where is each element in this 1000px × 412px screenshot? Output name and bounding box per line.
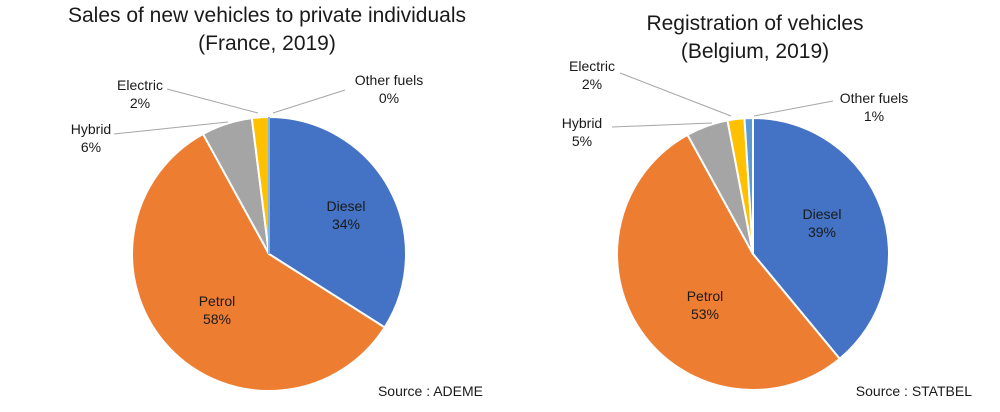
pie-belgium <box>616 117 890 391</box>
pie-slice-petrol <box>131 132 386 392</box>
pie-slice-other-fuels <box>743 117 754 255</box>
leader-line-france-other-fuels <box>272 89 346 114</box>
source-label-belgium: Source : STATBEL <box>855 383 972 399</box>
slice-label-belgium-electric: Electric 2% <box>552 57 632 93</box>
chart-title-belgium: Registration of vehicles (Belgium, 2019) <box>515 10 995 66</box>
chart-title-line2: (Belgium, 2019) <box>680 40 830 63</box>
slice-label-france-other-fuels: Other fuels 0% <box>346 71 432 107</box>
slice-label-value: 0% <box>378 90 400 106</box>
slice-label-value: 53% <box>690 306 720 322</box>
chart-title-line1: Sales of new vehicles to private individ… <box>67 4 467 27</box>
slice-label-value: 34% <box>331 216 361 232</box>
slice-label-france-petrol: Petrol 58% <box>167 292 267 328</box>
slice-label-name: Petrol <box>686 288 724 304</box>
slice-label-value: 39% <box>807 224 837 240</box>
slice-label-value: 2% <box>581 76 603 92</box>
pie-slice-diesel <box>752 117 890 360</box>
slice-label-france-electric: Electric 2% <box>100 76 180 112</box>
slice-label-name: Diesel <box>326 198 366 214</box>
slice-label-value: 2% <box>129 95 151 111</box>
slice-label-name: Hybrid <box>561 115 603 131</box>
pie-slice-petrol <box>616 133 841 391</box>
chart-title-line2: (France, 2019) <box>198 32 336 55</box>
chart-title-france: Sales of new vehicles to private individ… <box>10 2 524 58</box>
chart-title-line1: Registration of vehicles <box>646 12 864 35</box>
slice-label-france-hybrid: Hybrid 6% <box>51 120 131 156</box>
slice-label-value: 1% <box>863 108 885 124</box>
pie-france <box>131 116 407 392</box>
leader-line-belgium-hybrid <box>611 122 713 128</box>
slice-label-belgium-diesel: Diesel 39% <box>772 205 872 241</box>
slice-label-value: 5% <box>571 133 593 149</box>
slice-label-belgium-hybrid: Hybrid 5% <box>542 114 622 150</box>
slice-label-name: Other fuels <box>354 72 424 88</box>
slice-label-belgium-other-fuels: Other fuels 1% <box>831 89 917 125</box>
slice-label-name: Diesel <box>802 206 842 222</box>
leader-line-belgium-electric <box>619 72 732 117</box>
slice-label-name: Electric <box>117 77 163 93</box>
slice-label-name: Other fuels <box>839 90 909 106</box>
slice-label-name: Electric <box>569 58 615 74</box>
slice-label-value: 6% <box>80 139 102 155</box>
slice-label-france-diesel: Diesel 34% <box>296 197 396 233</box>
slice-label-name: Petrol <box>198 293 236 309</box>
slice-label-name: Hybrid <box>70 121 112 137</box>
leader-line-france-hybrid <box>113 121 229 135</box>
leader-line-belgium-other-fuels <box>753 100 834 117</box>
slice-label-belgium-petrol: Petrol 53% <box>655 287 755 323</box>
leader-line-france-electric <box>166 88 259 114</box>
source-label-france: Source : ADEME <box>377 383 483 399</box>
leader-lines <box>113 72 834 135</box>
slice-label-value: 58% <box>202 311 232 327</box>
